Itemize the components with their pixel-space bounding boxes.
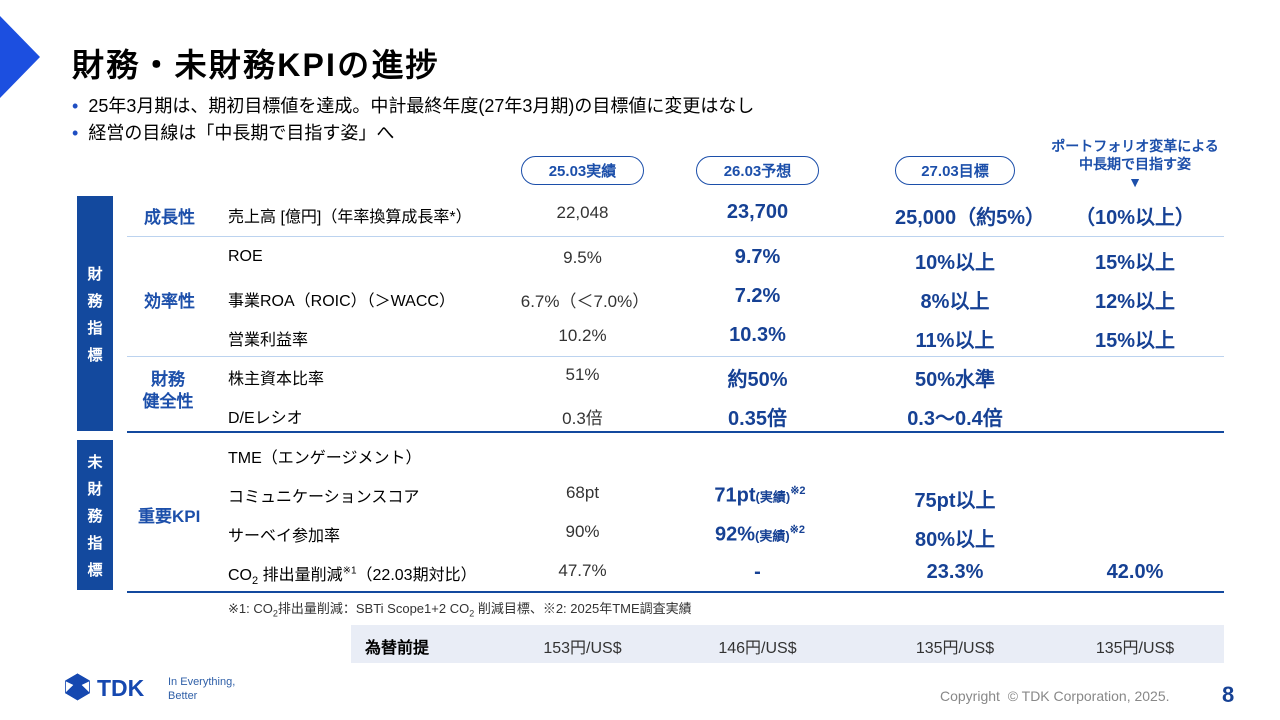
svg-text:In Everything,: In Everything,: [168, 676, 235, 688]
svg-text:TDK: TDK: [97, 675, 145, 701]
svg-text:Better: Better: [168, 690, 198, 702]
